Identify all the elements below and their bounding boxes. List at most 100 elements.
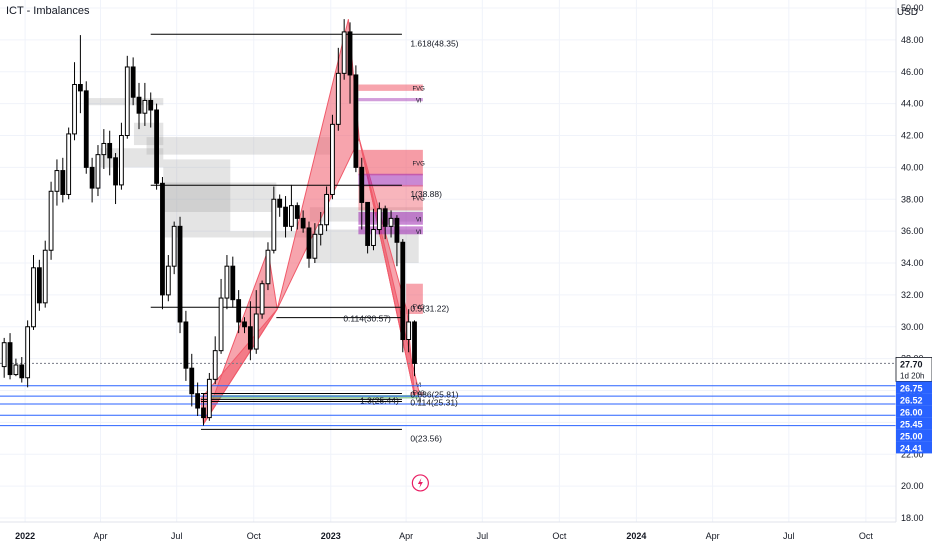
price-tag (895, 357, 932, 382)
candle-body (119, 135, 124, 186)
price-tag (896, 417, 932, 430)
price-tag-label: 26.75 (900, 383, 923, 393)
imbalance-box (163, 182, 277, 212)
candle-body (230, 265, 236, 301)
y-tick-label: 34.00 (901, 258, 924, 268)
candle-body (54, 170, 60, 192)
candle-body (353, 74, 359, 168)
price-tag (896, 393, 932, 406)
y-tick-label: 36.00 (901, 226, 924, 236)
candle-body (347, 31, 353, 76)
candle-body (247, 326, 253, 350)
price-tag-label: 27.70 (900, 359, 923, 369)
candle-body (101, 142, 107, 156)
x-tick-label: 2022 (15, 531, 35, 541)
price-tag-label: 26.52 (900, 395, 923, 405)
fib-level-label: 1.3(25.44) (360, 395, 399, 405)
x-tick-label: Oct (859, 531, 874, 541)
fvg-box (410, 392, 423, 396)
currency-label: USD (896, 7, 918, 18)
candle-body (189, 367, 195, 395)
candle-body (7, 342, 13, 376)
fib-level-label: 1.618(48.35) (410, 38, 458, 48)
y-tick-label: 40.00 (901, 162, 924, 172)
fvg-box (358, 149, 423, 176)
candle-body (165, 265, 171, 296)
chart-title: ICT - Imbalances (6, 5, 90, 17)
fib-level-label: 0.114(30.57) (343, 314, 391, 324)
candle-body (330, 123, 335, 195)
candle-body (212, 350, 218, 380)
candle-body (382, 208, 388, 227)
candle-body (36, 267, 42, 304)
fib-level-label: 0.886(25.81) (410, 390, 458, 400)
candle-body (277, 198, 283, 208)
fib-level-label: 0.114(25.31) (410, 397, 458, 407)
candle-body (113, 157, 118, 186)
y-tick-label: 22.00 (901, 449, 924, 459)
y-tick-label: 30.00 (901, 322, 924, 332)
candle-body (259, 283, 265, 315)
fvg-box (358, 84, 423, 91)
candle-body (253, 313, 259, 350)
candle-body (83, 90, 89, 168)
candle-body (77, 84, 83, 92)
candle-body (294, 205, 300, 219)
candle-body (412, 321, 417, 364)
candle-body (107, 142, 113, 159)
candle-body (359, 166, 365, 203)
x-tick-label: Apr (93, 531, 107, 541)
candle-body (271, 198, 277, 251)
candle-body (1, 342, 7, 368)
candle-body (13, 364, 19, 376)
price-axis-bg (896, 0, 932, 550)
box-label: FVG (413, 391, 426, 397)
candle-body (318, 224, 324, 235)
candle-body (31, 267, 36, 328)
candle-body (365, 201, 371, 246)
y-tick-label: 38.00 (901, 194, 924, 204)
y-tick-label: 48.00 (901, 35, 924, 45)
box-label: VI (416, 217, 422, 223)
flash-icon-bolt (417, 477, 423, 488)
candle-body (89, 166, 95, 189)
candle-body (388, 217, 394, 227)
y-tick-label: 44.00 (901, 99, 924, 109)
imbalance-box (146, 137, 335, 155)
candle-body (242, 321, 247, 328)
box-label: FVG (413, 197, 426, 203)
fvg-box (358, 173, 423, 187)
x-tick-label: Jul (171, 531, 183, 541)
candle-body (95, 154, 101, 189)
candle-body (136, 96, 142, 114)
fib-level-label: 0.5(31.22) (410, 303, 449, 313)
fvg-box (406, 283, 423, 314)
x-tick-label: Apr (706, 531, 720, 541)
candle-body (236, 299, 242, 323)
price-tag (896, 441, 932, 454)
candle-body (148, 99, 154, 111)
price-tag-sub: 1d 20h (900, 371, 924, 380)
candle-body (324, 193, 329, 226)
candle-body (124, 66, 130, 136)
x-tick-label: Jul (477, 531, 489, 541)
price-tag (896, 429, 932, 442)
candle-body (206, 378, 212, 419)
candle-body (400, 241, 406, 340)
candle-body (66, 133, 72, 195)
candle-body (312, 233, 318, 259)
price-tag-label: 24.41 (900, 443, 923, 453)
y-tick-label: 50.00 (901, 3, 924, 13)
candle-body (371, 229, 376, 246)
candle-body (306, 227, 312, 259)
fib-level-label: 0(23.56) (410, 433, 442, 443)
green-zone (209, 394, 419, 399)
candle-body (195, 393, 201, 409)
candle-body (376, 208, 382, 231)
candle-body (341, 31, 347, 74)
candle-body (154, 109, 159, 184)
x-tick-label: Apr (399, 531, 413, 541)
box-label: FVG (413, 87, 426, 93)
